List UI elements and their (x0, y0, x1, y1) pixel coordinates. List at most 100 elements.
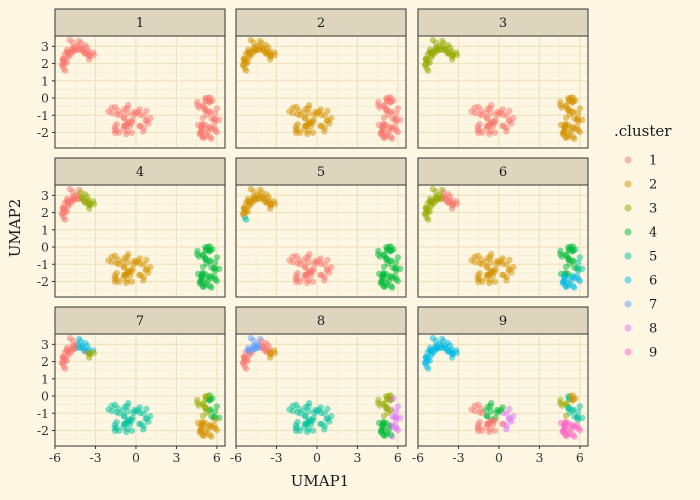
point-cluster-1 (471, 402, 478, 409)
point-cluster-2 (240, 204, 247, 212)
facet-strip-label: 3 (499, 16, 507, 31)
point-cluster-1 (305, 259, 313, 266)
point-cluster-3 (194, 400, 201, 407)
point-cluster-4 (487, 408, 495, 415)
legend-key-7 (624, 300, 632, 308)
point-cluster-1 (491, 417, 499, 424)
y-tick-label: 0 (41, 389, 49, 404)
point-cluster-3 (562, 400, 569, 408)
point-cluster-4 (482, 407, 490, 414)
point-cluster-2 (574, 110, 582, 117)
point-cluster-3 (375, 400, 382, 407)
point-cluster-6 (448, 354, 456, 361)
point-cluster-9 (565, 419, 572, 427)
facet-panel-8: 8 -6 -3 0 3 6 (230, 306, 407, 465)
point-cluster-3 (448, 56, 456, 63)
point-cluster-1 (292, 272, 300, 279)
facet-strip-label: 1 (136, 16, 144, 31)
x-tick-label: 6 (394, 450, 402, 465)
y-tick-label: -1 (37, 257, 49, 272)
point-cluster-1 (212, 127, 219, 134)
point-cluster-1 (90, 51, 98, 59)
point-cluster-2 (474, 272, 482, 279)
facet-strip (54, 306, 226, 335)
x-tick-label: -3 (270, 450, 282, 465)
point-cluster-1 (130, 111, 137, 119)
panel-border (417, 35, 589, 149)
point-cluster-5 (119, 407, 127, 414)
point-cluster-4 (567, 243, 574, 251)
point-cluster-4 (383, 419, 390, 427)
point-cluster-2 (571, 115, 578, 122)
point-cluster-5 (306, 399, 313, 407)
point-cluster-1 (124, 110, 132, 117)
point-cluster-1 (475, 427, 482, 435)
y-tick-label: 0 (41, 240, 49, 255)
point-cluster-5 (302, 420, 309, 427)
legend-key-8 (624, 324, 632, 332)
y-tick-label: -1 (37, 108, 49, 123)
point-cluster-2 (565, 130, 573, 138)
point-cluster-5 (317, 404, 324, 411)
point-cluster-1 (59, 55, 66, 63)
point-cluster-5 (305, 408, 313, 415)
y-tick-label: -1 (37, 406, 49, 421)
point-cluster-3 (385, 392, 392, 400)
point-cluster-4 (392, 259, 400, 266)
point-cluster-1 (491, 427, 499, 434)
point-cluster-1 (385, 94, 392, 102)
point-cluster-1 (491, 119, 499, 126)
x-tick-label: 3 (353, 450, 361, 465)
point-cluster-2 (128, 268, 136, 275)
point-cluster-4 (483, 412, 491, 420)
point-cluster-2 (266, 205, 274, 212)
panel-border (54, 333, 226, 447)
x-tick-label: 6 (213, 450, 221, 465)
point-cluster-1 (474, 123, 482, 130)
point-cluster-6 (422, 353, 429, 361)
point-cluster-2 (323, 117, 330, 125)
point-cluster-5 (292, 421, 300, 428)
point-cluster-5 (108, 402, 116, 409)
point-cluster-2 (111, 272, 119, 279)
facet-strip-label: 6 (499, 165, 507, 180)
point-cluster-1 (121, 122, 128, 129)
point-cluster-4 (394, 254, 402, 261)
facet-panel-6: 6 (417, 157, 589, 298)
facet-panels: 1 -2 -1 0 1 2 3 2 3 4 -2 -1 0 1 2 3 5 6 7 -2 -1 0 1 2 3 -6 -3 0 3 6 8 -… (37, 8, 589, 465)
legend-key-9 (624, 348, 632, 356)
point-cluster-5 (125, 399, 132, 407)
y-tick-label: 2 (41, 56, 49, 71)
point-cluster-1 (506, 107, 513, 115)
x-tick-label: 0 (495, 450, 503, 465)
x-tick-label: -6 (230, 450, 242, 465)
point-cluster-1 (202, 130, 210, 138)
point-cluster-1 (108, 104, 116, 112)
facet-strip (54, 157, 226, 186)
point-cluster-3 (204, 392, 211, 400)
point-cluster-6 (575, 276, 582, 283)
x-tick-label: -3 (89, 450, 101, 465)
point-cluster-1 (301, 263, 309, 271)
point-cluster-2 (484, 271, 491, 278)
point-cluster-5 (317, 420, 324, 428)
facet-panel-9: 9 -6 -3 0 3 6 (412, 306, 589, 465)
legend-label-7: 7 (649, 298, 657, 313)
point-cluster-2 (491, 278, 499, 285)
scatter-points (421, 185, 586, 291)
point-cluster-5 (293, 427, 300, 435)
point-cluster-1 (505, 117, 512, 125)
point-cluster-6 (565, 279, 573, 287)
legend-label-6: 6 (649, 274, 657, 289)
point-cluster-5 (111, 421, 119, 428)
panel-border (54, 184, 226, 298)
point-cluster-2 (487, 259, 495, 266)
point-cluster-4 (208, 413, 215, 420)
y-tick-label: 1 (41, 73, 49, 88)
y-tick-label: 3 (41, 39, 49, 54)
x-axis-title: UMAP1 (291, 472, 349, 490)
point-cluster-1 (211, 110, 219, 117)
point-cluster-9 (565, 428, 573, 436)
y-tick-label: -2 (37, 423, 49, 438)
point-cluster-5 (121, 420, 128, 427)
